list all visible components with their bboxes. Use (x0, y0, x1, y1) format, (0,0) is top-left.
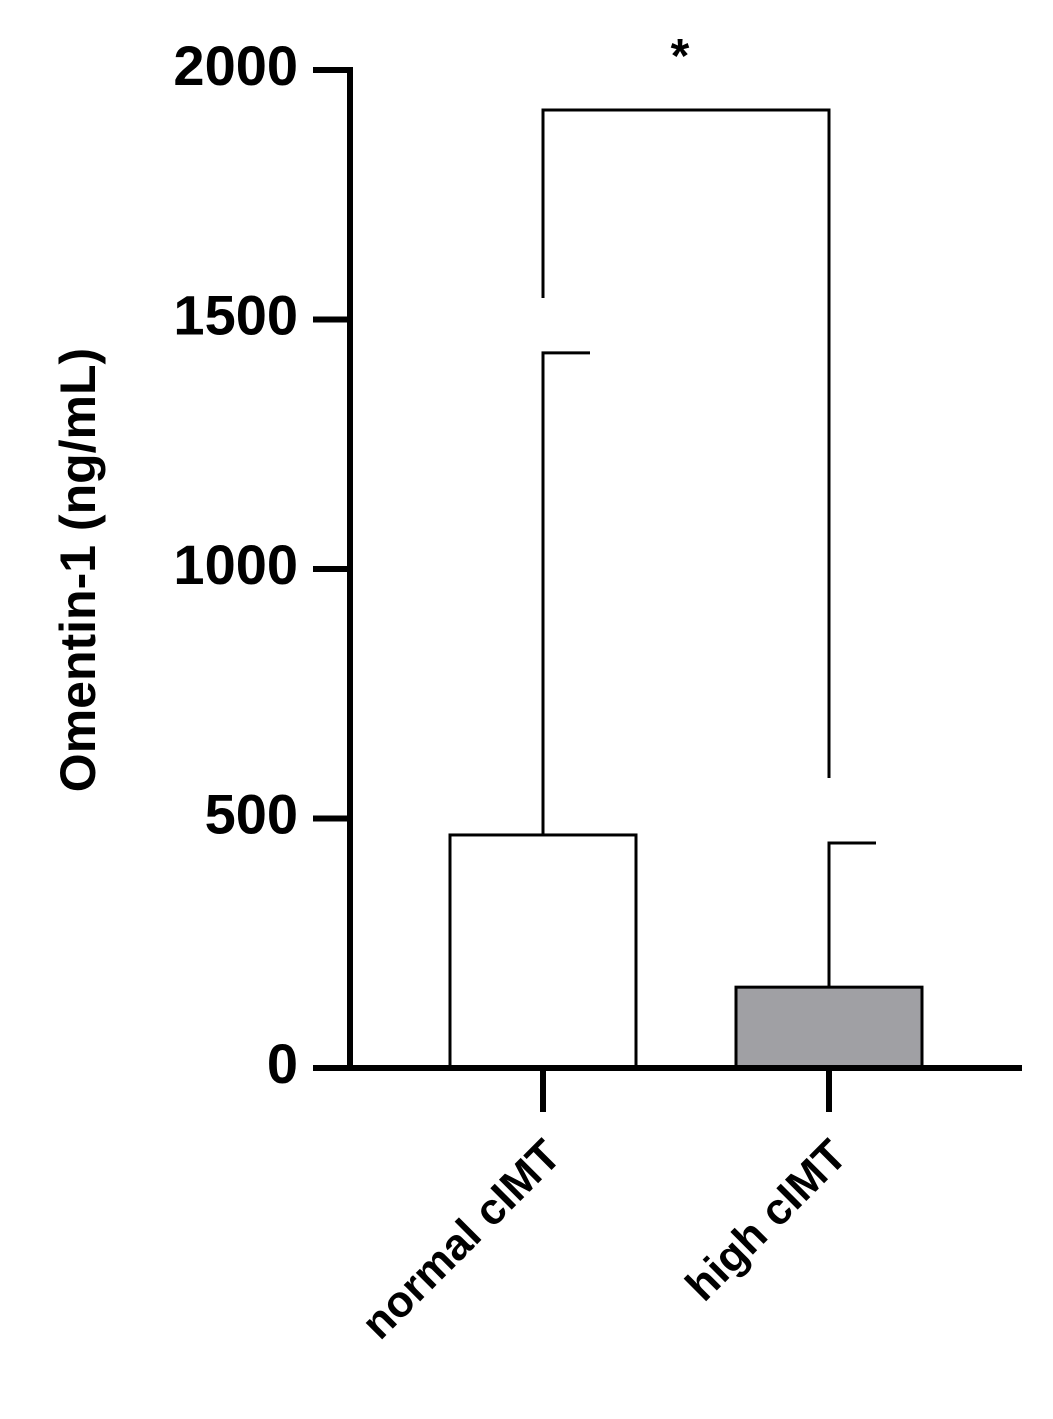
y-tick-label: 500 (205, 782, 298, 845)
y-tick-label: 2000 (173, 34, 298, 97)
bar (448, 833, 638, 1070)
x-tick-label: high cIMT (676, 1131, 856, 1311)
y-tick-label: 0 (267, 1032, 298, 1095)
y-axis-label: Omentin-1 (ng/mL) (50, 348, 106, 792)
significance-bracket (541, 108, 831, 778)
y-tick-label: 1500 (173, 283, 298, 346)
y-tick-label: 1000 (173, 533, 298, 596)
x-tick-label: normal cIMT (352, 1131, 570, 1349)
bar (734, 985, 924, 1070)
significance-label: * (671, 30, 690, 83)
